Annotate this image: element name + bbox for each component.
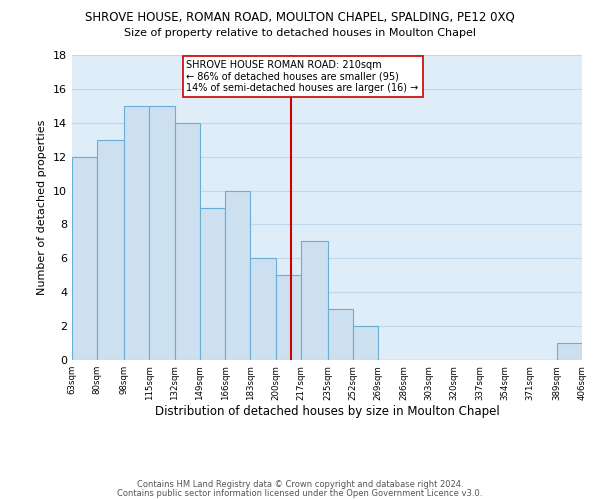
Text: Contains HM Land Registry data © Crown copyright and database right 2024.: Contains HM Land Registry data © Crown c… — [137, 480, 463, 489]
X-axis label: Distribution of detached houses by size in Moulton Chapel: Distribution of detached houses by size … — [155, 406, 499, 418]
Bar — [328, 309, 353, 360]
Bar — [225, 190, 250, 360]
Text: SHROVE HOUSE, ROMAN ROAD, MOULTON CHAPEL, SPALDING, PE12 0XQ: SHROVE HOUSE, ROMAN ROAD, MOULTON CHAPEL… — [85, 10, 515, 23]
Bar — [250, 258, 276, 360]
Bar — [72, 156, 97, 360]
Text: SHROVE HOUSE ROMAN ROAD: 210sqm
← 86% of detached houses are smaller (95)
14% of: SHROVE HOUSE ROMAN ROAD: 210sqm ← 86% of… — [187, 60, 419, 94]
Bar — [557, 343, 582, 360]
Text: Contains public sector information licensed under the Open Government Licence v3: Contains public sector information licen… — [118, 488, 482, 498]
Bar — [276, 276, 301, 360]
Y-axis label: Number of detached properties: Number of detached properties — [37, 120, 47, 295]
Bar — [200, 208, 225, 360]
Bar — [149, 106, 175, 360]
Bar — [124, 106, 149, 360]
Bar — [175, 123, 200, 360]
Bar — [301, 242, 328, 360]
Bar — [353, 326, 378, 360]
Bar — [97, 140, 124, 360]
Text: Size of property relative to detached houses in Moulton Chapel: Size of property relative to detached ho… — [124, 28, 476, 38]
